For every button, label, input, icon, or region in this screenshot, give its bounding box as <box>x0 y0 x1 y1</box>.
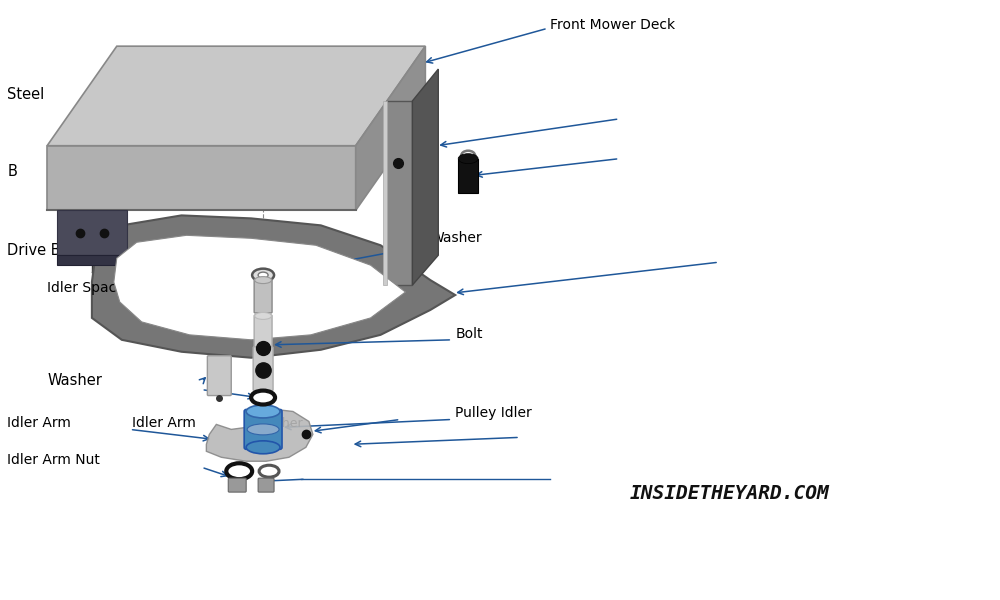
Ellipse shape <box>458 154 478 164</box>
Text: B: B <box>7 164 17 179</box>
Text: Drive Be: Drive Be <box>7 243 70 258</box>
FancyBboxPatch shape <box>253 347 273 391</box>
Polygon shape <box>206 409 313 461</box>
Text: Idler Arm Nut: Idler Arm Nut <box>7 453 100 467</box>
Ellipse shape <box>251 391 275 404</box>
Text: Washer: Washer <box>47 373 102 388</box>
Polygon shape <box>386 101 412 285</box>
FancyBboxPatch shape <box>254 315 272 361</box>
Ellipse shape <box>252 269 274 281</box>
Ellipse shape <box>255 277 272 284</box>
Polygon shape <box>57 211 127 255</box>
Text: Front Mower Deck: Front Mower Deck <box>550 18 675 32</box>
FancyBboxPatch shape <box>244 409 282 449</box>
Text: Pulley Idler: Pulley Idler <box>455 406 532 421</box>
Ellipse shape <box>226 463 252 479</box>
Text: Idler Arm: Idler Arm <box>132 416 196 430</box>
Text: Steel: Steel <box>7 87 45 102</box>
Text: INSIDETHEYARD.COM: INSIDETHEYARD.COM <box>629 484 829 503</box>
Polygon shape <box>57 255 127 265</box>
Ellipse shape <box>246 405 280 418</box>
FancyBboxPatch shape <box>207 356 231 395</box>
Ellipse shape <box>255 313 272 319</box>
Text: Idler SpacerBolt: Idler SpacerBolt <box>47 281 158 295</box>
Text: Idler Arm: Idler Arm <box>7 416 71 430</box>
Ellipse shape <box>259 465 279 477</box>
Ellipse shape <box>258 272 268 278</box>
Text: Washer: Washer <box>256 418 303 430</box>
FancyBboxPatch shape <box>228 478 246 492</box>
Ellipse shape <box>246 441 280 454</box>
FancyBboxPatch shape <box>258 478 274 492</box>
Ellipse shape <box>247 424 279 435</box>
Polygon shape <box>383 101 387 285</box>
Polygon shape <box>412 69 438 285</box>
Polygon shape <box>47 146 356 211</box>
Polygon shape <box>356 46 425 211</box>
Polygon shape <box>47 46 425 146</box>
Polygon shape <box>114 235 405 340</box>
Text: Bolt: Bolt <box>455 327 483 341</box>
Text: Washer: Washer <box>430 231 482 245</box>
Polygon shape <box>458 158 478 193</box>
FancyBboxPatch shape <box>254 279 272 313</box>
Polygon shape <box>92 215 455 358</box>
